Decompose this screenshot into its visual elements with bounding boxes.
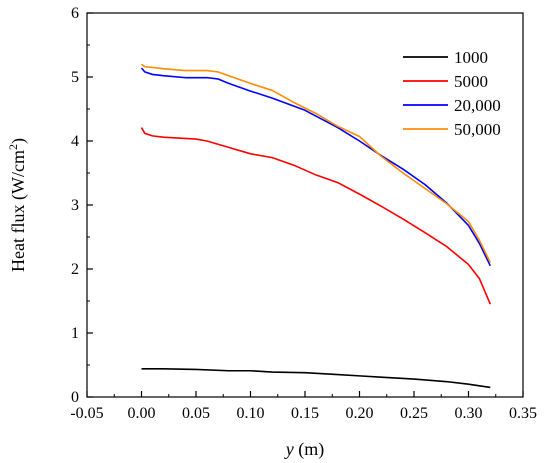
legend-label: 5000 — [454, 72, 488, 91]
legend-label: 50,000 — [454, 120, 501, 139]
y-axis-label-superscript: 2 — [6, 144, 20, 150]
x-axis-variable: y — [284, 439, 294, 459]
y-tick-label: 2 — [71, 261, 79, 278]
x-tick-label: 0.25 — [400, 405, 428, 422]
legend-label: 1000 — [454, 48, 488, 67]
x-tick-label: 0.15 — [291, 405, 319, 422]
y-tick-label: 5 — [71, 69, 79, 86]
series-group — [140, 63, 492, 389]
series-line-2 — [140, 127, 492, 305]
x-tick-label: 0.05 — [182, 405, 210, 422]
series-line-4 — [141, 63, 492, 263]
legend: 1000 5000 20,000 50,000 — [403, 48, 501, 139]
y-axis-label-close: ) — [8, 138, 29, 144]
y-tick-label: 1 — [71, 325, 79, 342]
y-tick-label: 4 — [71, 133, 79, 150]
x-tick-label: 0.20 — [346, 405, 374, 422]
y-axis-title: Heat flux (W/cm2) — [6, 138, 29, 272]
series-line-3 — [140, 67, 492, 267]
x-tick-label: -0.05 — [70, 405, 103, 422]
x-axis-title: y (m) — [284, 439, 325, 460]
x-tick-label: 0.00 — [128, 405, 156, 422]
x-axis: -0.05 0.00 0.05 0.10 0.15 0.20 0.25 0.30 0.35 — [70, 391, 537, 422]
y-tick-label: 6 — [71, 5, 79, 22]
series-line-1 — [141, 368, 491, 389]
x-tick-label: 0.35 — [509, 405, 537, 422]
plot-area — [86, 12, 524, 398]
x-tick-label: 0.10 — [237, 405, 265, 422]
x-axis-unit: (m) — [294, 439, 325, 460]
legend-label: 20,000 — [454, 96, 501, 115]
y-tick-label: 0 — [71, 389, 79, 406]
plot-frame — [86, 12, 524, 398]
y-tick-label: 3 — [71, 197, 79, 214]
x-tick-label: 0.30 — [455, 405, 483, 422]
y-axis: 0 1 2 3 4 5 6 — [71, 5, 93, 406]
y-axis-label-main: Heat flux (W/cm — [8, 150, 29, 272]
